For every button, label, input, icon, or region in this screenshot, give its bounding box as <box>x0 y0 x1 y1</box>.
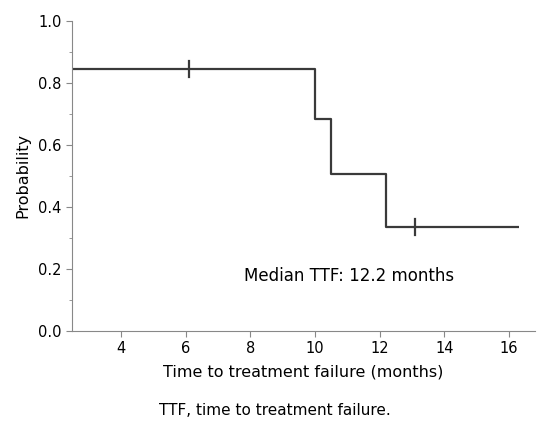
Text: Median TTF: 12.2 months: Median TTF: 12.2 months <box>244 268 454 285</box>
X-axis label: Time to treatment failure (months): Time to treatment failure (months) <box>163 364 444 379</box>
Text: TTF, time to treatment failure.: TTF, time to treatment failure. <box>159 403 391 418</box>
Y-axis label: Probability: Probability <box>15 133 30 218</box>
